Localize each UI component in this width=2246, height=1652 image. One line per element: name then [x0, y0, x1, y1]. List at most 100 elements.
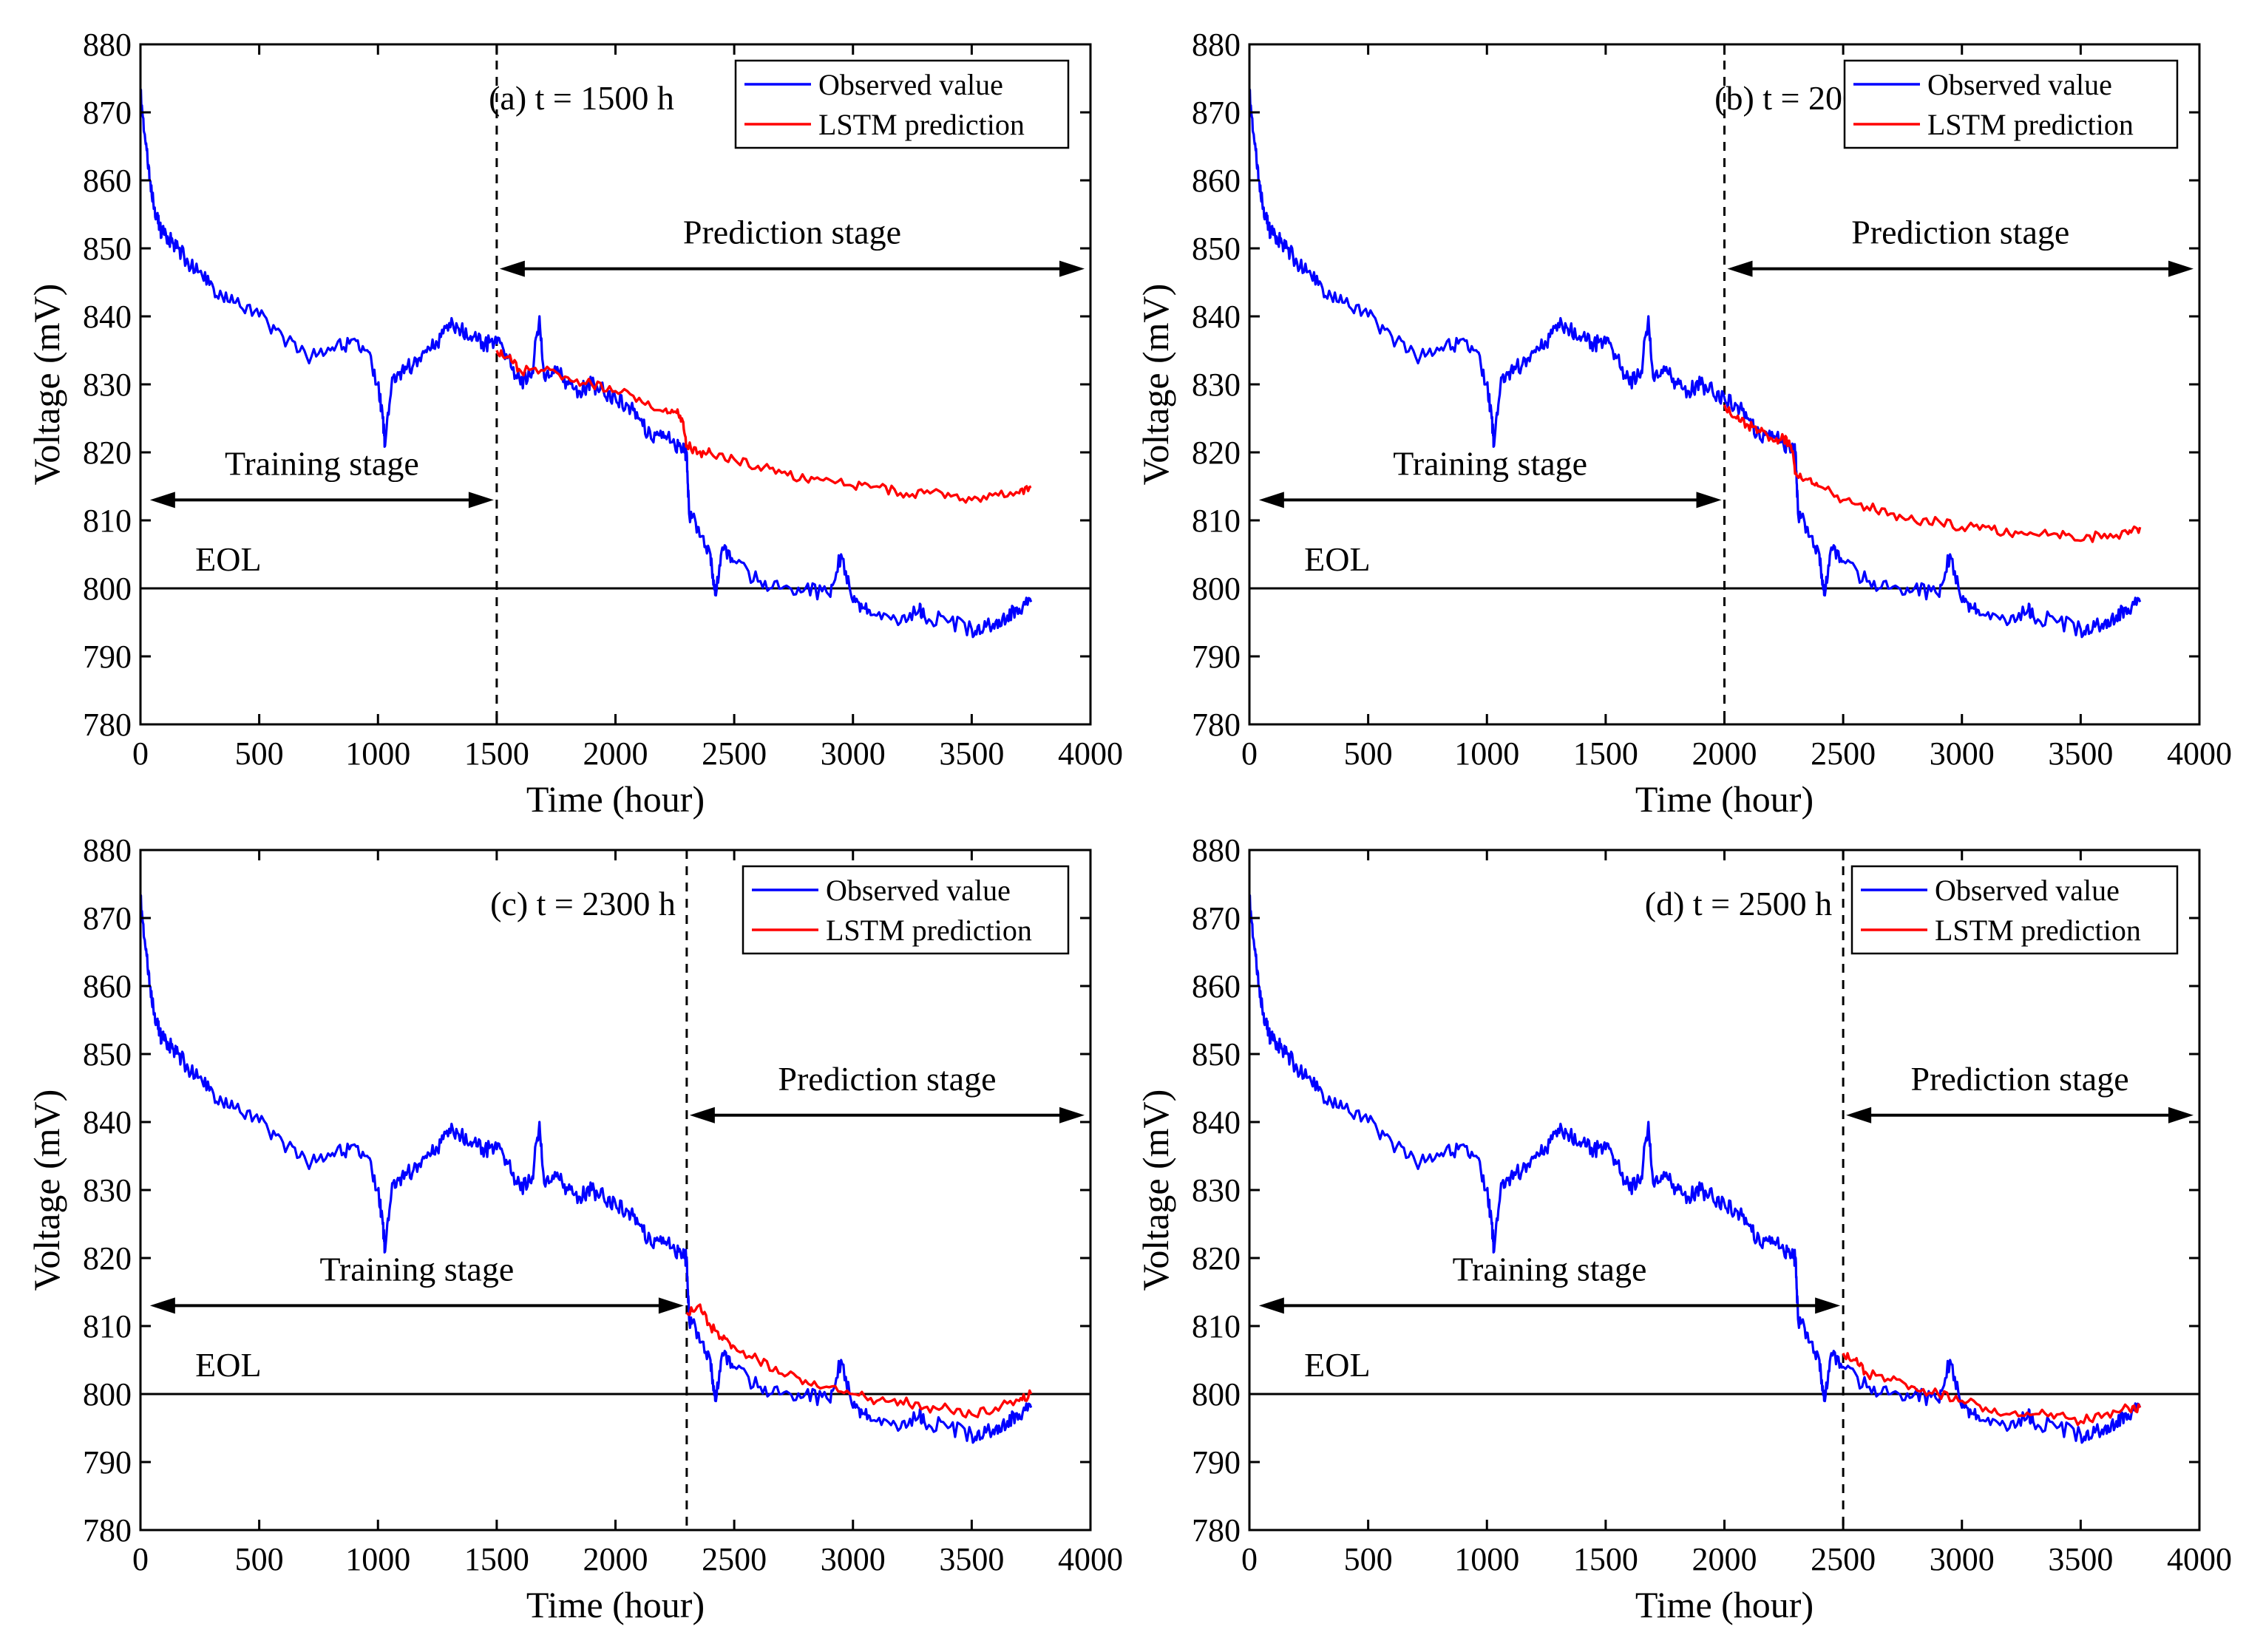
x-axis-label: Time (hour) — [1635, 1584, 1814, 1625]
x-tick-label: 2500 — [702, 1541, 767, 1577]
eol-label: EOL — [1304, 1346, 1370, 1384]
panel-d: 780 790 800 810 820 830 840 850 860 870 880 0 500 10… — [1135, 832, 2232, 1625]
x-tick-label: 2500 — [1811, 1541, 1876, 1577]
y-tick-label: 850 — [83, 1036, 132, 1073]
x-tick-label: 0 — [132, 1541, 149, 1577]
x-tick-label: 3000 — [821, 1541, 886, 1577]
y-tick-label: 820 — [1192, 1240, 1241, 1277]
legend-box — [734, 59, 1070, 149]
x-tick-label: 0 — [132, 735, 149, 772]
y-tick-label: 800 — [83, 1376, 132, 1413]
prediction-arrow-head-right — [2168, 260, 2194, 277]
prediction-arrow-head-right — [2168, 1107, 2194, 1124]
y-tick-label: 800 — [83, 571, 132, 607]
legend-label-observed: Observed value — [1927, 68, 2112, 101]
y-tick-label: 810 — [1192, 1308, 1241, 1345]
panel-c: 780 790 800 810 820 830 840 850 860 870 880 0 500 10… — [26, 832, 1123, 1625]
x-tick-label: 0 — [1241, 735, 1258, 772]
prediction-arrow-head-left — [499, 260, 525, 277]
training-stage-label: Training stage — [1393, 444, 1587, 482]
prediction-series-line — [685, 1303, 1033, 1418]
x-tick-label: 1000 — [1454, 735, 1519, 772]
x-tick-label: 2000 — [583, 735, 648, 772]
prediction-stage-label: Prediction stage — [683, 214, 901, 251]
y-ticks: 780 790 800 810 820 830 840 850 860 870 880 — [1192, 27, 2199, 743]
y-tick-label: 800 — [1192, 1376, 1241, 1413]
legend-label-observed: Observed value — [818, 68, 1003, 101]
legend-label-observed: Observed value — [826, 874, 1011, 907]
observed-series-line — [139, 88, 1033, 639]
x-tick-label: 2000 — [583, 1541, 648, 1577]
training-arrow-head-right — [1815, 1297, 1841, 1314]
plot-area — [139, 44, 1090, 724]
y-tick-label: 880 — [83, 832, 132, 869]
prediction-arrow-head-left — [689, 1107, 715, 1124]
y-tick-label: 860 — [1192, 968, 1241, 1005]
legend-label-prediction: LSTM prediction — [1935, 914, 2141, 947]
x-tick-label: 4000 — [2167, 735, 2232, 772]
observed-series-line — [1248, 88, 2142, 639]
x-ticks: 0 500 1000 1500 2000 2500 3000 3500 4000 — [1241, 850, 2232, 1577]
panel-b: 780 790 800 810 820 830 840 850 860 870 880 0 500 10… — [1135, 27, 2232, 820]
y-axis-label: Voltage (mV) — [1135, 284, 1176, 486]
y-tick-label: 850 — [1192, 231, 1241, 267]
y-tick-label: 780 — [1192, 1512, 1241, 1549]
x-tick-label: 4000 — [1058, 1541, 1123, 1577]
x-tick-label: 1000 — [345, 1541, 410, 1577]
eol-label: EOL — [195, 540, 261, 578]
prediction-stage-label: Prediction stage — [1911, 1060, 2129, 1098]
prediction-stage-label: Prediction stage — [778, 1060, 996, 1098]
y-tick-label: 790 — [83, 639, 132, 675]
y-tick-label: 790 — [1192, 1444, 1241, 1481]
x-tick-label: 500 — [235, 735, 284, 772]
y-tick-label: 860 — [83, 163, 132, 199]
y-ticks: 780 790 800 810 820 830 840 850 860 870 880 — [83, 27, 1090, 743]
prediction-arrow-head-right — [1059, 260, 1085, 277]
eol-label: EOL — [195, 1346, 261, 1384]
y-tick-label: 830 — [1192, 1172, 1241, 1209]
training-arrow-head-left — [149, 1297, 175, 1314]
x-axis-label: Time (hour) — [1635, 778, 1814, 820]
x-tick-label: 3500 — [939, 735, 1004, 772]
legend-box — [742, 865, 1070, 955]
y-tick-label: 790 — [1192, 639, 1241, 675]
prediction-series-line — [1842, 1352, 2142, 1427]
training-arrow-head-right — [658, 1297, 684, 1314]
x-tick-label: 1500 — [1573, 735, 1638, 772]
x-ticks: 0 500 1000 1500 2000 2500 3000 3500 4000 — [132, 44, 1123, 772]
y-ticks: 780 790 800 810 820 830 840 850 860 870 880 — [1192, 832, 2199, 1549]
prediction-series-line — [495, 349, 1032, 504]
training-stage-label: Training stage — [225, 444, 419, 482]
x-tick-label: 4000 — [1058, 735, 1123, 772]
plot-area — [1248, 850, 2199, 1530]
x-tick-label: 3000 — [1930, 1541, 1995, 1577]
y-tick-label: 820 — [83, 435, 132, 471]
eol-label: EOL — [1304, 540, 1370, 578]
y-tick-label: 870 — [83, 95, 132, 131]
x-tick-label: 1500 — [464, 735, 529, 772]
training-arrow-head-left — [149, 492, 175, 509]
training-arrow-head-left — [1258, 492, 1284, 509]
y-tick-label: 880 — [1192, 27, 1241, 63]
observed-series-line — [139, 894, 1033, 1444]
y-tick-label: 870 — [83, 900, 132, 937]
training-stage-label: Training stage — [319, 1250, 514, 1288]
y-tick-label: 830 — [83, 367, 132, 403]
x-tick-label: 1000 — [1454, 1541, 1519, 1577]
x-tick-label: 2000 — [1692, 1541, 1757, 1577]
plot-area — [139, 850, 1090, 1530]
y-tick-label: 810 — [1192, 503, 1241, 539]
x-tick-label: 3500 — [2048, 735, 2113, 772]
panel-label: (a) t = 1500 h — [489, 79, 674, 117]
y-tick-label: 870 — [1192, 900, 1241, 937]
prediction-arrow-head-left — [1846, 1107, 1872, 1124]
legend: Observed value LSTM prediction — [742, 865, 1070, 955]
y-axis-label: Voltage (mV) — [26, 284, 67, 486]
x-tick-label: 1500 — [1573, 1541, 1638, 1577]
y-tick-label: 840 — [83, 299, 132, 335]
y-tick-label: 850 — [1192, 1036, 1241, 1073]
training-arrow-head-right — [468, 492, 494, 509]
y-ticks: 780 790 800 810 820 830 840 850 860 870 880 — [83, 832, 1090, 1549]
prediction-arrow-head-right — [1059, 1107, 1085, 1124]
panel-label: (c) t = 2300 h — [490, 885, 676, 922]
